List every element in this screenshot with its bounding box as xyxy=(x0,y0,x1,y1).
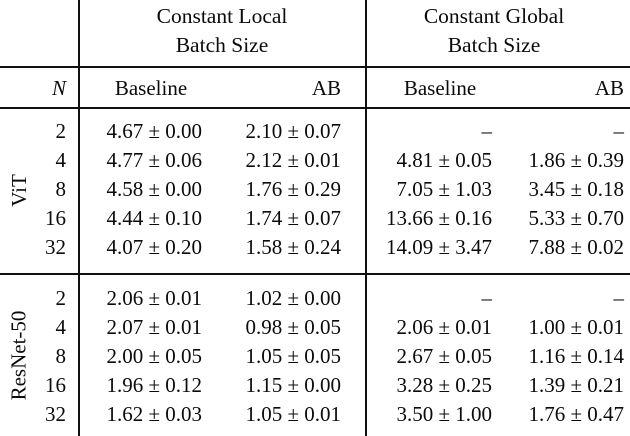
cell-global-baseline: 13.66 ± 0.16 xyxy=(385,206,492,230)
table-row: 2 4.67 ± 0.00 2.10 ± 0.07 – – xyxy=(0,117,630,145)
table-row: 8 4.58 ± 0.00 1.76 ± 0.29 7.05 ± 1.03 3.… xyxy=(0,175,630,203)
cell-local-baseline: 1.96 ± 0.12 xyxy=(106,373,202,397)
cell-n: 4 xyxy=(55,315,67,339)
table-row: 8 2.00 ± 0.05 1.05 ± 0.05 2.67 ± 0.05 1.… xyxy=(0,342,630,370)
column-header-ab-local: AB xyxy=(311,76,341,100)
table-row: 32 4.07 ± 0.20 1.58 ± 0.24 14.09 ± 3.47 … xyxy=(0,233,630,261)
cell-local-ab: 1.15 ± 0.00 xyxy=(245,373,341,397)
cell-n: 2 xyxy=(55,286,67,310)
cell-local-baseline: 2.06 ± 0.01 xyxy=(106,286,202,310)
cell-global-ab: 1.39 ± 0.21 xyxy=(528,373,624,397)
column-header-baseline-global: Baseline xyxy=(403,76,477,100)
cell-global-ab: – xyxy=(613,286,625,310)
cell-local-baseline: 2.07 ± 0.01 xyxy=(106,315,202,339)
rule-between-sections xyxy=(0,273,630,275)
cell-global-baseline: 2.67 ± 0.05 xyxy=(396,344,492,368)
group-header-line2: Batch Size xyxy=(175,33,269,57)
cell-global-baseline: – xyxy=(481,286,493,310)
cell-global-baseline: 2.06 ± 0.01 xyxy=(396,315,492,339)
cell-global-ab: 1.86 ± 0.39 xyxy=(528,148,624,172)
cell-global-ab: – xyxy=(613,119,625,143)
column-header-baseline-local: Baseline xyxy=(114,76,188,100)
column-header-ab-global: AB xyxy=(594,76,624,100)
cell-global-baseline: 7.05 ± 1.03 xyxy=(396,177,492,201)
cell-n: 4 xyxy=(55,148,67,172)
cell-local-ab: 1.05 ± 0.01 xyxy=(245,402,341,426)
cell-n: 2 xyxy=(55,119,67,143)
vertical-rule-after-n xyxy=(78,0,80,436)
cell-global-ab: 1.16 ± 0.14 xyxy=(528,344,624,368)
group-header-line1: Constant Local xyxy=(156,4,288,28)
cell-global-baseline: 14.09 ± 3.47 xyxy=(385,235,492,259)
vertical-rule-between-groups xyxy=(365,0,367,436)
table-row: 4 4.77 ± 0.06 2.12 ± 0.01 4.81 ± 0.05 1.… xyxy=(0,146,630,174)
cell-local-ab: 2.10 ± 0.07 xyxy=(245,119,341,143)
cell-local-baseline: 1.62 ± 0.03 xyxy=(106,402,202,426)
cell-n: 32 xyxy=(45,402,66,426)
cell-local-baseline: 4.58 ± 0.00 xyxy=(106,177,202,201)
group-header-constant-local: Constant Local Batch Size xyxy=(80,2,364,60)
cell-local-baseline: 4.67 ± 0.00 xyxy=(106,119,202,143)
cell-global-ab: 5.33 ± 0.70 xyxy=(528,206,624,230)
cell-local-ab: 1.58 ± 0.24 xyxy=(245,235,341,259)
cell-global-baseline: – xyxy=(481,119,493,143)
cell-global-ab: 3.45 ± 0.18 xyxy=(528,177,624,201)
cell-local-baseline: 4.44 ± 0.10 xyxy=(106,206,202,230)
cell-n: 8 xyxy=(55,177,67,201)
rule-below-group-header xyxy=(0,66,630,68)
cell-local-baseline: 4.77 ± 0.06 xyxy=(106,148,202,172)
cell-local-ab: 1.76 ± 0.29 xyxy=(245,177,341,201)
table-row: 16 4.44 ± 0.10 1.74 ± 0.07 13.66 ± 0.16 … xyxy=(0,204,630,232)
table-row: 2 2.06 ± 0.01 1.02 ± 0.00 – – xyxy=(0,284,630,312)
group-header-constant-global: Constant Global Batch Size xyxy=(366,2,622,60)
cell-global-baseline: 3.50 ± 1.00 xyxy=(396,402,492,426)
cell-n: 32 xyxy=(45,235,66,259)
cell-local-ab: 1.05 ± 0.05 xyxy=(245,344,341,368)
cell-global-ab: 1.76 ± 0.47 xyxy=(528,402,624,426)
table-row: 16 1.96 ± 0.12 1.15 ± 0.00 3.28 ± 0.25 1… xyxy=(0,371,630,399)
cell-global-ab: 1.00 ± 0.01 xyxy=(528,315,624,339)
cell-n: 16 xyxy=(45,206,66,230)
table-row: 32 1.62 ± 0.03 1.05 ± 0.01 3.50 ± 1.00 1… xyxy=(0,400,630,428)
group-header-line2: Batch Size xyxy=(447,33,541,57)
cell-local-ab: 1.02 ± 0.00 xyxy=(245,286,341,310)
cell-global-baseline: 4.81 ± 0.05 xyxy=(396,148,492,172)
cell-global-baseline: 3.28 ± 0.25 xyxy=(396,373,492,397)
cell-n: 8 xyxy=(55,344,67,368)
cell-n: 16 xyxy=(45,373,66,397)
cell-global-ab: 7.88 ± 0.02 xyxy=(528,235,624,259)
cell-local-ab: 0.98 ± 0.05 xyxy=(245,315,341,339)
column-header-n: N xyxy=(51,76,66,100)
cell-local-ab: 1.74 ± 0.07 xyxy=(245,206,341,230)
cell-local-baseline: 4.07 ± 0.20 xyxy=(106,235,202,259)
cell-local-baseline: 2.00 ± 0.05 xyxy=(106,344,202,368)
group-header-line1: Constant Global xyxy=(423,4,565,28)
table-row: 4 2.07 ± 0.01 0.98 ± 0.05 2.06 ± 0.01 1.… xyxy=(0,313,630,341)
cell-local-ab: 2.12 ± 0.01 xyxy=(245,148,341,172)
rule-below-column-header xyxy=(0,107,630,109)
